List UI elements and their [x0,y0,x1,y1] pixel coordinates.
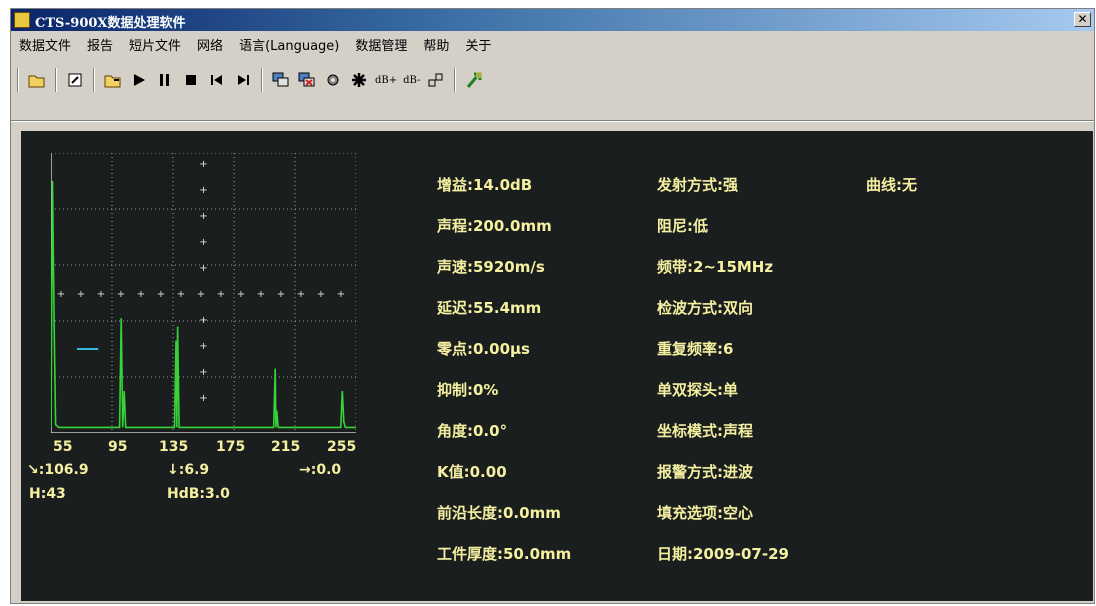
menu-report[interactable]: 报告 [87,39,114,54]
param-thickness: 工件厚度:50.0mm [437,545,572,563]
x-tick-label: 95 [108,439,128,455]
param-coord-mode: 坐标模式:声程 [657,422,753,440]
grid-marker: + [257,289,265,300]
grid-marker: + [317,289,325,300]
grid-marker: + [199,263,207,274]
param-rep-rate: 重复频率:6 [657,340,734,358]
layout-icon[interactable] [426,69,446,91]
param-range: 声程:200.0mm [437,217,552,235]
param-bandwidth: 频带:2~15MHz [657,258,774,276]
readout-hdb: HdB:3.0 [167,486,230,502]
grid-marker: + [97,289,105,300]
x-tick-label: 175 [216,439,246,455]
x-tick-label: 215 [271,439,301,455]
settings-gear-icon[interactable] [323,69,343,91]
gain-up-button[interactable]: dB+ [375,74,398,86]
menu-language[interactable]: 语言(Language) [239,39,340,54]
toolbar-separator [17,68,19,92]
ultrasound-display: + + + + + + + + + + + + + + + + + + + + + + + + 55 95 135 175 2… [21,131,1093,601]
menu-about[interactable]: 关于 [465,39,492,54]
window-title: CTS-900X数据处理软件 [35,16,186,31]
app-window: CTS-900X数据处理软件 ✕ 数据文件 报告 短片文件 网络 语言(Lang… [10,8,1095,604]
param-fill-option: 填充选项:空心 [657,504,753,522]
grid-marker: + [199,159,207,170]
grid-marker: + [237,289,245,300]
readout-sound-path: ↘:106.9 [27,462,89,478]
grid-marker: + [197,289,205,300]
menu-clip-file[interactable]: 短片文件 [129,39,182,54]
menu-data-management[interactable]: 数据管理 [355,39,408,54]
grid-marker: + [217,289,225,300]
toolbar: dB+ dB- [15,65,1090,95]
menu-data-file[interactable]: 数据文件 [19,39,72,54]
app-icon [14,12,30,28]
grid-marker: + [277,289,285,300]
x-tick-label: 255 [327,439,357,455]
grid-marker: + [199,315,207,326]
grid-marker: + [199,367,207,378]
skip-next-icon[interactable] [233,69,253,91]
echo-waveform [51,180,356,429]
param-gain: 增益:14.0dB [437,176,533,194]
open-folder-icon[interactable] [27,69,47,91]
grid-marker: + [199,341,207,352]
grid-marker: + [177,289,185,300]
grid-marker: + [297,289,305,300]
grid-marker: + [337,289,345,300]
grid-marker: + [199,393,207,404]
grid-marker: + [57,289,65,300]
toolbar-separator [454,68,457,92]
grid-marker: + [199,211,207,222]
close-button[interactable]: ✕ [1074,12,1091,27]
param-damping: 阻尼:低 [657,217,708,235]
open-clip-icon[interactable] [103,69,123,91]
param-probe-type: 单双探头:单 [657,381,738,399]
play-icon[interactable] [129,69,149,91]
delete-capture-icon[interactable] [297,69,317,91]
x-tick-label: 55 [53,439,73,455]
toolbar-separator [55,68,57,92]
edit-icon[interactable] [65,69,85,91]
readout-horizontal: →:0.0 [299,462,342,478]
capture-icon[interactable] [271,69,291,91]
param-alarm-mode: 报警方式:进波 [657,463,753,481]
grid-marker: + [137,289,145,300]
skip-previous-icon[interactable] [207,69,227,91]
asterisk-icon[interactable] [349,69,369,91]
toolbar-divider [11,120,1094,122]
param-velocity: 声速:5920m/s [437,258,545,276]
readout-depth: ↓:6.9 [167,462,210,478]
grid-marker: + [117,289,125,300]
param-curve: 曲线:无 [866,176,917,194]
menu-help[interactable]: 帮助 [423,39,450,54]
param-front-length: 前沿长度:0.0mm [437,504,561,522]
menu-bar: 数据文件 报告 短片文件 网络 语言(Language) 数据管理 帮助 关于 [11,36,493,58]
toolbar-separator [261,68,263,92]
stop-icon[interactable] [181,69,201,91]
pause-icon[interactable] [155,69,175,91]
x-tick-label: 135 [159,439,189,455]
title-bar: CTS-900X数据处理软件 ✕ [11,9,1094,31]
param-reject: 抑制:0% [437,381,499,399]
param-k-value: K值:0.00 [437,463,507,481]
grid-marker: + [157,289,165,300]
param-date: 日期:2009-07-29 [657,545,789,563]
toolbar-separator [93,68,95,92]
grid-marker: + [199,237,207,248]
param-delay: 延迟:55.4mm [437,299,542,317]
grid-marker: + [77,289,85,300]
param-angle: 角度:0.0° [437,422,508,440]
param-rectify: 检波方式:双向 [657,299,753,317]
param-transmit-mode: 发射方式:强 [657,176,738,194]
x-axis-labels: 55 95 135 175 215 255 [49,439,369,459]
a-scan-plot: + + + + + + + + + + + + + + + + + + + + + + + + [51,153,356,433]
exit-icon[interactable] [464,69,484,91]
gain-down-button[interactable]: dB- [403,74,421,86]
menu-network[interactable]: 网络 [197,39,224,54]
param-zero: 零点:0.00μs [437,340,530,358]
readout-height: H:43 [29,486,66,502]
grid-marker: + [199,185,207,196]
